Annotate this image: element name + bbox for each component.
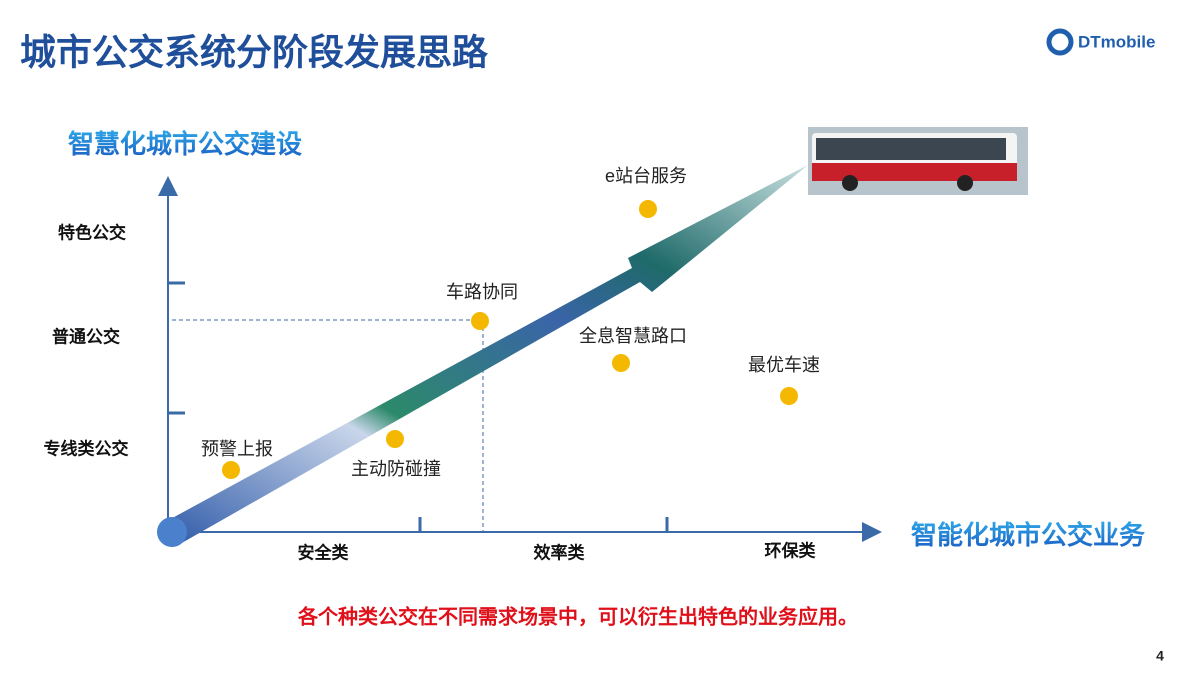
point — [780, 387, 798, 405]
point-label: 最优车速 — [748, 355, 820, 375]
point-label: 主动防碰撞 — [351, 459, 441, 479]
point — [471, 312, 489, 330]
caption: 各个种类公交在不同需求场景中，可以衍生出特色的业务应用。 — [297, 604, 858, 628]
title: 城市公交系统分阶段发展思路 — [20, 32, 489, 73]
logo-icon — [1046, 28, 1074, 56]
x-category: 安全类 — [298, 542, 350, 562]
x-axis-label: 智能化城市公交业务 — [911, 520, 1145, 550]
x-category: 环保类 — [765, 540, 817, 560]
x-category: 效率类 — [534, 542, 586, 562]
point — [639, 200, 657, 218]
point — [222, 461, 240, 479]
growth-arrow — [165, 165, 808, 544]
point-label: 预警上报 — [201, 439, 273, 459]
point-label: 全息智慧路口 — [579, 326, 687, 346]
bus-image — [808, 127, 1028, 195]
logo: DTmobile — [1078, 32, 1155, 51]
page-number: 4 — [1156, 648, 1164, 664]
origin — [157, 517, 187, 547]
y-axis-label: 智慧化城市公交建设 — [68, 129, 302, 159]
point-label: 车路协同 — [446, 282, 518, 302]
point — [386, 430, 404, 448]
y-level: 专线类公交 — [44, 438, 129, 458]
point-label: e站台服务 — [605, 166, 687, 186]
point — [612, 354, 630, 372]
y-level: 特色公交 — [58, 222, 126, 242]
y-level: 普通公交 — [52, 326, 120, 346]
